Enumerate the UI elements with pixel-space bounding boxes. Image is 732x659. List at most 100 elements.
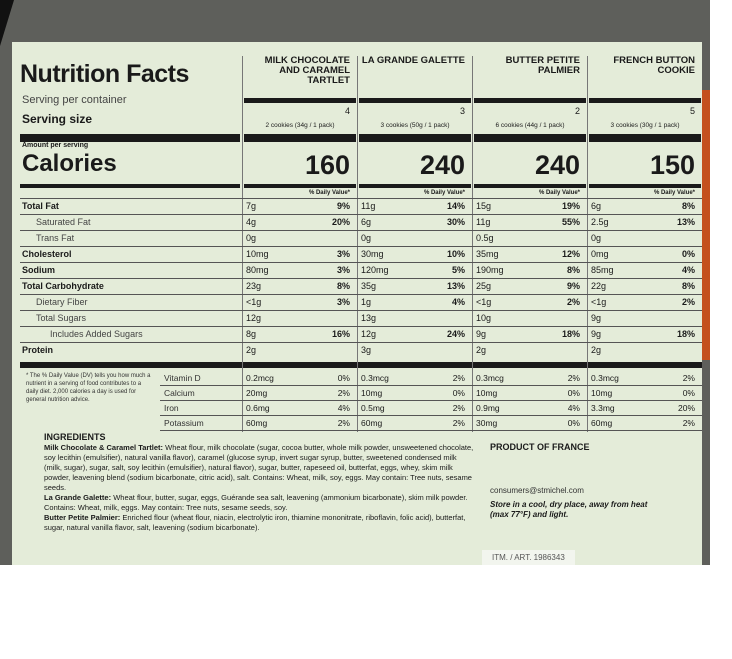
nutrient-amount: 2.5g (591, 217, 609, 227)
row-rule (20, 214, 702, 215)
ingredient-product: Milk Chocolate & Caramel Tartlet: (44, 443, 164, 452)
nutrient-label: Saturated Fat (36, 217, 91, 227)
vitamin-dv: 4% (567, 403, 580, 413)
nutrient-label: Dietary Fiber (36, 297, 88, 307)
vitamin-dv: 2% (337, 388, 350, 398)
row-rule (20, 342, 702, 343)
nutrient-dv: 4% (681, 265, 695, 275)
vitamin-dv: 2% (682, 418, 695, 428)
ingredient-paragraph: La Grande Galette: Wheat flour, butter, … (44, 493, 474, 513)
title: Nutrition Facts (20, 60, 189, 88)
serving-size: 3 cookies (30g / 1 pack) (610, 122, 680, 129)
calories: 150 (649, 150, 695, 180)
nutrient-amount: 190mg (476, 265, 504, 275)
nutrient-amount: 0mg (591, 249, 609, 259)
product-name: LA GRANDE GALETTE (361, 55, 465, 66)
serving-per-container-label: Serving per container (22, 94, 127, 106)
nutrient-dv: 2% (681, 297, 695, 307)
nutrient-amount: 0g (246, 233, 257, 243)
footnote: * The % Daily Value (DV) tells you how m… (26, 373, 151, 403)
nutrient-amount: 35g (361, 281, 377, 291)
product-name: FRENCH BUTTON COOKIE (613, 55, 695, 76)
nutrient-dv: 8% (336, 281, 350, 291)
vitamin-dv: 4% (337, 403, 350, 413)
item-number: ITM. / ART. 1986343 (482, 550, 575, 565)
serving-size-label: Serving size (22, 112, 93, 126)
calories: 240 (534, 150, 580, 180)
nutrient-amount: 9g (591, 329, 602, 339)
nutrient-dv: 30% (446, 217, 465, 227)
nutrient-amount: 23g (246, 281, 262, 291)
nutrient-label: Includes Added Sugars (50, 329, 143, 339)
vitamin-amount: 30mg (476, 418, 498, 428)
column-divider (242, 56, 243, 432)
nutrient-label: Trans Fat (36, 233, 75, 243)
amount-per-serving-label: Amount per serving (22, 142, 89, 149)
nutrient-amount: 8g (246, 329, 257, 339)
row-rule (20, 326, 702, 327)
background-edge (700, 90, 710, 360)
nutrient-label: Total Fat (22, 201, 59, 211)
nutrient-amount: 3g (361, 345, 372, 355)
rule (244, 134, 356, 142)
rule (474, 98, 586, 103)
nutrient-amount: 120mg (361, 265, 389, 275)
nutrient-label: Protein (22, 345, 54, 355)
rule (20, 184, 240, 188)
nutrient-dv: 13% (446, 281, 465, 291)
vitamin-amount: 0.9mg (476, 403, 500, 413)
nutrition-label: Nutrition Facts Serving per container Se… (12, 42, 702, 565)
nutrient-amount: 9g (476, 329, 487, 339)
nutrient-amount: 0g (591, 233, 602, 243)
nutrient-amount: 10mg (246, 249, 269, 259)
photo: Nutrition Facts Serving per container Se… (0, 0, 710, 565)
serving-size: 3 cookies (50g / 1 pack) (380, 122, 450, 129)
serving-size: 2 cookies (34g / 1 pack) (265, 122, 335, 129)
product-name: MILK CHOCOLATE AND CARAMEL TARTLET (264, 55, 350, 86)
vitamin-dv: 2% (452, 403, 465, 413)
nutrient-amount: 6g (361, 217, 372, 227)
ingredient-paragraph: Milk Chocolate & Caramel Tartlet: Wheat … (44, 443, 474, 493)
nutrient-amount: 6g (591, 201, 602, 211)
nutrient-amount: <1g (476, 297, 492, 307)
servings: 5 (689, 106, 695, 116)
vitamin-dv: 0% (682, 388, 695, 398)
row-rule (20, 262, 702, 263)
vitamin-dv: 0% (337, 373, 350, 383)
servings: 3 (459, 106, 465, 116)
rule (474, 134, 586, 142)
vitamin-dv: 2% (567, 373, 580, 383)
vitamin-amount: 0.6mg (246, 403, 270, 413)
vitamin-dv: 0% (452, 388, 465, 398)
nutrient-dv: 9% (566, 281, 580, 291)
calories-label: Calories (22, 150, 117, 177)
nutrient-amount: 9g (591, 313, 602, 323)
vitamin-amount: 20mg (246, 388, 268, 398)
vitamin-amount: 0.3mcg (591, 373, 619, 383)
servings: 4 (344, 106, 350, 116)
calories: 240 (419, 150, 465, 180)
row-rule (20, 198, 702, 199)
row-rule (20, 246, 702, 247)
ingredient-product: La Grande Galette: (44, 493, 112, 502)
nutrient-label: Cholesterol (22, 249, 72, 259)
vitamin-amount: 60mg (361, 418, 383, 428)
vitamin-dv: 0% (567, 388, 580, 398)
nutrient-label: Total Sugars (36, 313, 87, 323)
nutrient-amount: 2g (591, 345, 602, 355)
nutrient-dv: 14% (446, 201, 465, 211)
column-divider (357, 56, 358, 432)
ingredient-text: Wheat flour, milk chocolate (sugar, coco… (44, 443, 474, 492)
nutrient-amount: 7g (246, 201, 257, 211)
nutrient-dv: 18% (676, 329, 695, 339)
nutrient-dv: 8% (681, 281, 695, 291)
nutrient-amount: 0g (361, 233, 372, 243)
nutrient-dv: 4% (451, 297, 465, 307)
row-rule (20, 230, 702, 231)
rule (20, 362, 702, 368)
rule (244, 184, 356, 188)
vitamin-amount: 0.3mcg (476, 373, 504, 383)
nutrient-dv: 20% (331, 217, 350, 227)
row-rule (20, 278, 702, 279)
vitamin-label: Potassium (164, 418, 204, 428)
